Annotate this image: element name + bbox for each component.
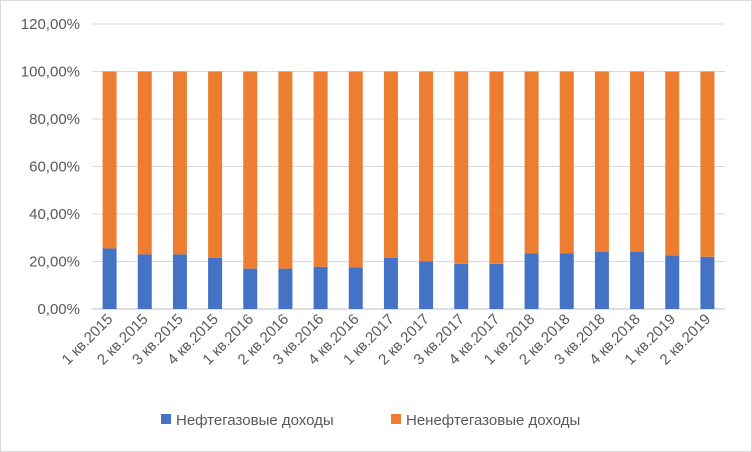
bar-oil-gas: [383, 257, 398, 309]
bar-oil-gas: [630, 252, 645, 309]
bar-oil-gas: [524, 253, 539, 309]
bar-oil-gas: [172, 254, 187, 309]
bar-oil-gas: [559, 253, 574, 309]
bar-non-oil-gas: [489, 71, 504, 264]
legend-label-oil-gas: Нефтегазовые доходы: [176, 412, 334, 429]
y-tick-label: 60,00%: [29, 159, 80, 176]
bar-non-oil-gas: [172, 71, 187, 255]
y-tick-label: 20,00%: [29, 254, 80, 271]
bar-non-oil-gas: [313, 71, 328, 267]
legend-swatch-oil-gas: [161, 414, 171, 424]
bar-non-oil-gas: [594, 71, 609, 252]
legend-label-non-oil-gas: Ненефтегазовые доходы: [406, 412, 580, 429]
bar-oil-gas: [665, 255, 680, 309]
bar-oil-gas: [102, 248, 117, 309]
bar-oil-gas: [208, 257, 223, 309]
bar-non-oil-gas: [665, 71, 680, 256]
bar-oil-gas: [489, 263, 504, 309]
bar-oil-gas: [454, 263, 469, 309]
bar-oil-gas: [243, 268, 258, 309]
bar-non-oil-gas: [137, 71, 152, 255]
bar-non-oil-gas: [208, 71, 223, 258]
y-tick-label: 40,00%: [29, 206, 80, 223]
bar-oil-gas: [419, 261, 434, 309]
legend: Нефтегазовые доходы Ненефтегазовые доход…: [161, 412, 580, 429]
bar-non-oil-gas: [524, 71, 539, 254]
bar-oil-gas: [348, 267, 363, 309]
y-tick-label: 80,00%: [29, 111, 80, 128]
y-tick-label: 100,00%: [21, 64, 80, 81]
y-tick-label: 120,00%: [21, 16, 80, 33]
bar-non-oil-gas: [383, 71, 398, 258]
legend-swatch-non-oil-gas: [391, 414, 401, 424]
bar-oil-gas: [594, 252, 609, 309]
bars: [102, 71, 715, 309]
bar-non-oil-gas: [454, 71, 469, 264]
bar-oil-gas: [278, 268, 293, 309]
bar-oil-gas: [700, 256, 715, 309]
bar-non-oil-gas: [419, 71, 434, 262]
bar-non-oil-gas: [102, 71, 117, 249]
bar-non-oil-gas: [348, 71, 363, 268]
gridlines: [92, 23, 725, 310]
y-tick-label: 0,00%: [37, 301, 80, 318]
bar-non-oil-gas: [243, 71, 258, 269]
bar-oil-gas: [313, 266, 328, 309]
bar-oil-gas: [137, 254, 152, 309]
bar-non-oil-gas: [559, 71, 574, 254]
y-axis: 0,00% 20,00% 40,00% 60,00% 80,00% 100,00% 120,…: [21, 16, 80, 318]
bar-non-oil-gas: [630, 71, 645, 252]
bar-non-oil-gas: [700, 71, 715, 257]
bar-non-oil-gas: [278, 71, 293, 269]
